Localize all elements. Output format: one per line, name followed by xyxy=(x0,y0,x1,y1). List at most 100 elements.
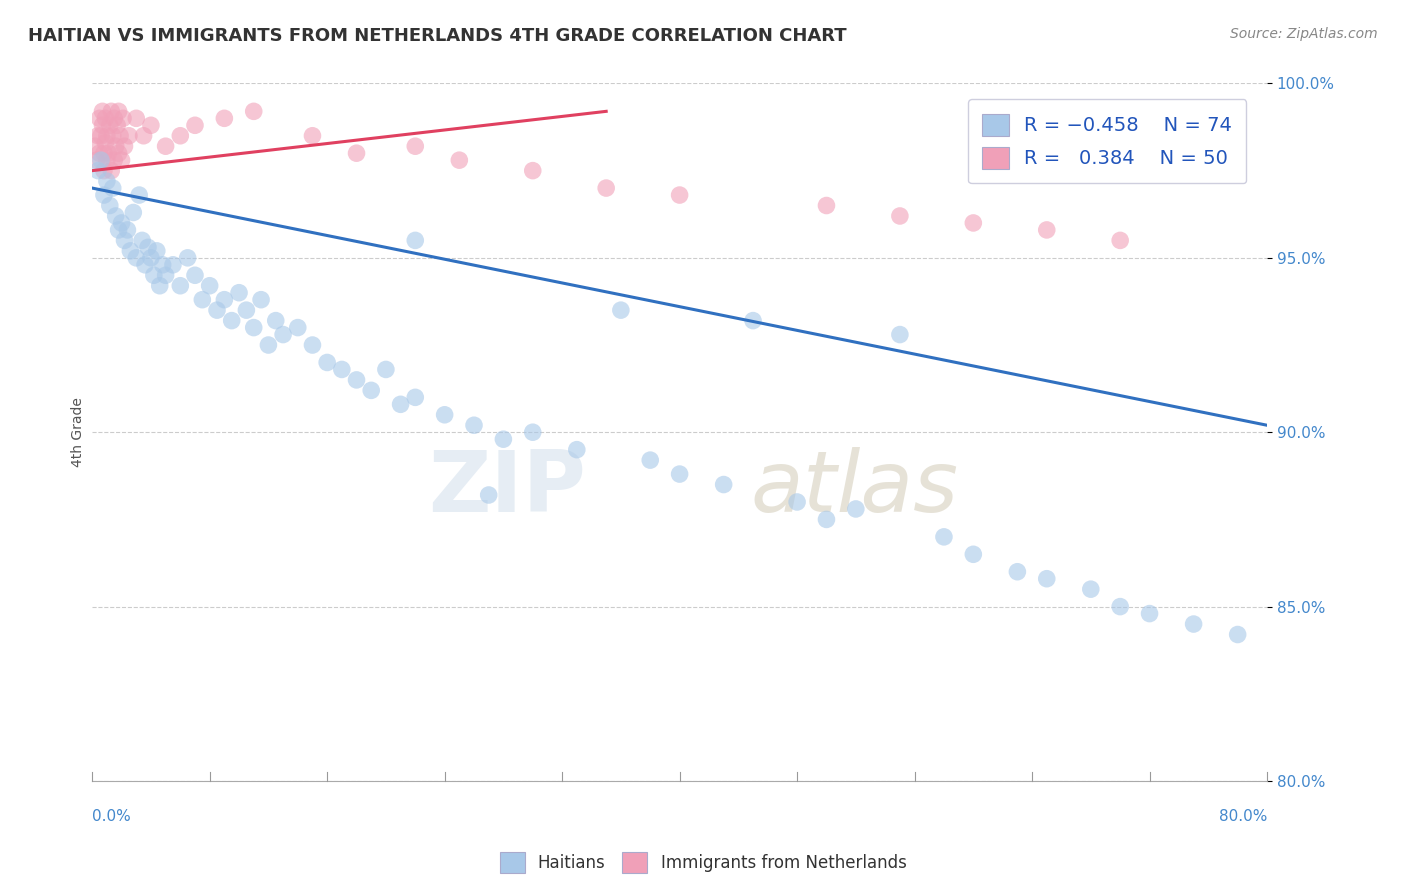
Point xyxy=(713,477,735,491)
Point xyxy=(89,146,111,161)
Point xyxy=(93,146,115,161)
Point xyxy=(301,128,323,143)
Text: HAITIAN VS IMMIGRANTS FROM NETHERLANDS 4TH GRADE CORRELATION CHART: HAITIAN VS IMMIGRANTS FROM NETHERLANDS 4… xyxy=(28,27,846,45)
Point xyxy=(117,223,139,237)
Point xyxy=(100,163,122,178)
Point xyxy=(242,320,264,334)
Point xyxy=(1080,582,1102,597)
Point xyxy=(87,128,110,143)
Point xyxy=(94,112,117,126)
Point xyxy=(250,293,273,307)
Point xyxy=(132,128,155,143)
Point xyxy=(301,338,323,352)
Point xyxy=(114,233,136,247)
Point xyxy=(139,118,162,132)
Point xyxy=(118,128,141,143)
Point xyxy=(155,139,177,153)
Point xyxy=(103,112,125,126)
Point xyxy=(404,233,426,247)
Point xyxy=(96,153,118,168)
Point xyxy=(107,223,129,237)
Point xyxy=(96,128,118,143)
Point xyxy=(104,139,127,153)
Point xyxy=(136,240,159,254)
Point xyxy=(97,146,120,161)
Point xyxy=(98,118,121,132)
Point xyxy=(668,467,690,481)
Point xyxy=(87,163,110,178)
Point xyxy=(214,112,236,126)
Point xyxy=(522,163,544,178)
Point xyxy=(120,244,142,258)
Point xyxy=(184,268,207,283)
Point xyxy=(152,258,174,272)
Point xyxy=(176,251,198,265)
Point xyxy=(962,216,984,230)
Point xyxy=(125,112,148,126)
Point xyxy=(198,278,221,293)
Point xyxy=(105,118,128,132)
Point xyxy=(108,128,131,143)
Point xyxy=(93,163,115,178)
Point xyxy=(815,198,838,212)
Point xyxy=(346,373,368,387)
Point xyxy=(257,338,280,352)
Point xyxy=(889,209,911,223)
Point xyxy=(522,425,544,440)
Point xyxy=(205,303,228,318)
Point xyxy=(786,495,808,509)
Point xyxy=(91,104,114,119)
Point xyxy=(110,153,132,168)
Point xyxy=(155,268,177,283)
Point xyxy=(1182,617,1205,632)
Point xyxy=(433,408,456,422)
Point xyxy=(742,313,765,327)
Point xyxy=(478,488,501,502)
Legend: R = −0.458    N = 74, R =   0.384    N = 50: R = −0.458 N = 74, R = 0.384 N = 50 xyxy=(967,99,1246,183)
Point xyxy=(86,153,108,168)
Point xyxy=(214,293,236,307)
Point xyxy=(93,188,115,202)
Point xyxy=(889,327,911,342)
Point xyxy=(90,128,112,143)
Point xyxy=(131,233,153,247)
Point xyxy=(110,216,132,230)
Point xyxy=(146,244,169,258)
Point xyxy=(610,303,633,318)
Text: Source: ZipAtlas.com: Source: ZipAtlas.com xyxy=(1230,27,1378,41)
Point xyxy=(125,251,148,265)
Point xyxy=(101,128,124,143)
Point xyxy=(1035,223,1057,237)
Point xyxy=(114,139,136,153)
Point xyxy=(668,188,690,202)
Text: ZIP: ZIP xyxy=(427,447,586,530)
Point xyxy=(565,442,588,457)
Point xyxy=(932,530,955,544)
Point xyxy=(962,547,984,561)
Point xyxy=(90,153,112,168)
Point xyxy=(1007,565,1029,579)
Point xyxy=(638,453,661,467)
Text: atlas: atlas xyxy=(751,447,957,530)
Point xyxy=(96,174,118,188)
Point xyxy=(142,268,165,283)
Point xyxy=(346,146,368,161)
Point xyxy=(264,313,287,327)
Point xyxy=(104,209,127,223)
Point xyxy=(845,502,868,516)
Point xyxy=(389,397,412,411)
Point xyxy=(1139,607,1161,621)
Point xyxy=(1109,599,1132,614)
Legend: Haitians, Immigrants from Netherlands: Haitians, Immigrants from Netherlands xyxy=(494,846,912,880)
Point xyxy=(169,128,191,143)
Point xyxy=(404,390,426,404)
Point xyxy=(91,118,114,132)
Point xyxy=(191,293,214,307)
Text: 80.0%: 80.0% xyxy=(1219,809,1267,824)
Point xyxy=(100,104,122,119)
Point xyxy=(94,136,117,150)
Point xyxy=(134,258,156,272)
Point xyxy=(235,303,257,318)
Point xyxy=(103,153,125,168)
Point xyxy=(162,258,184,272)
